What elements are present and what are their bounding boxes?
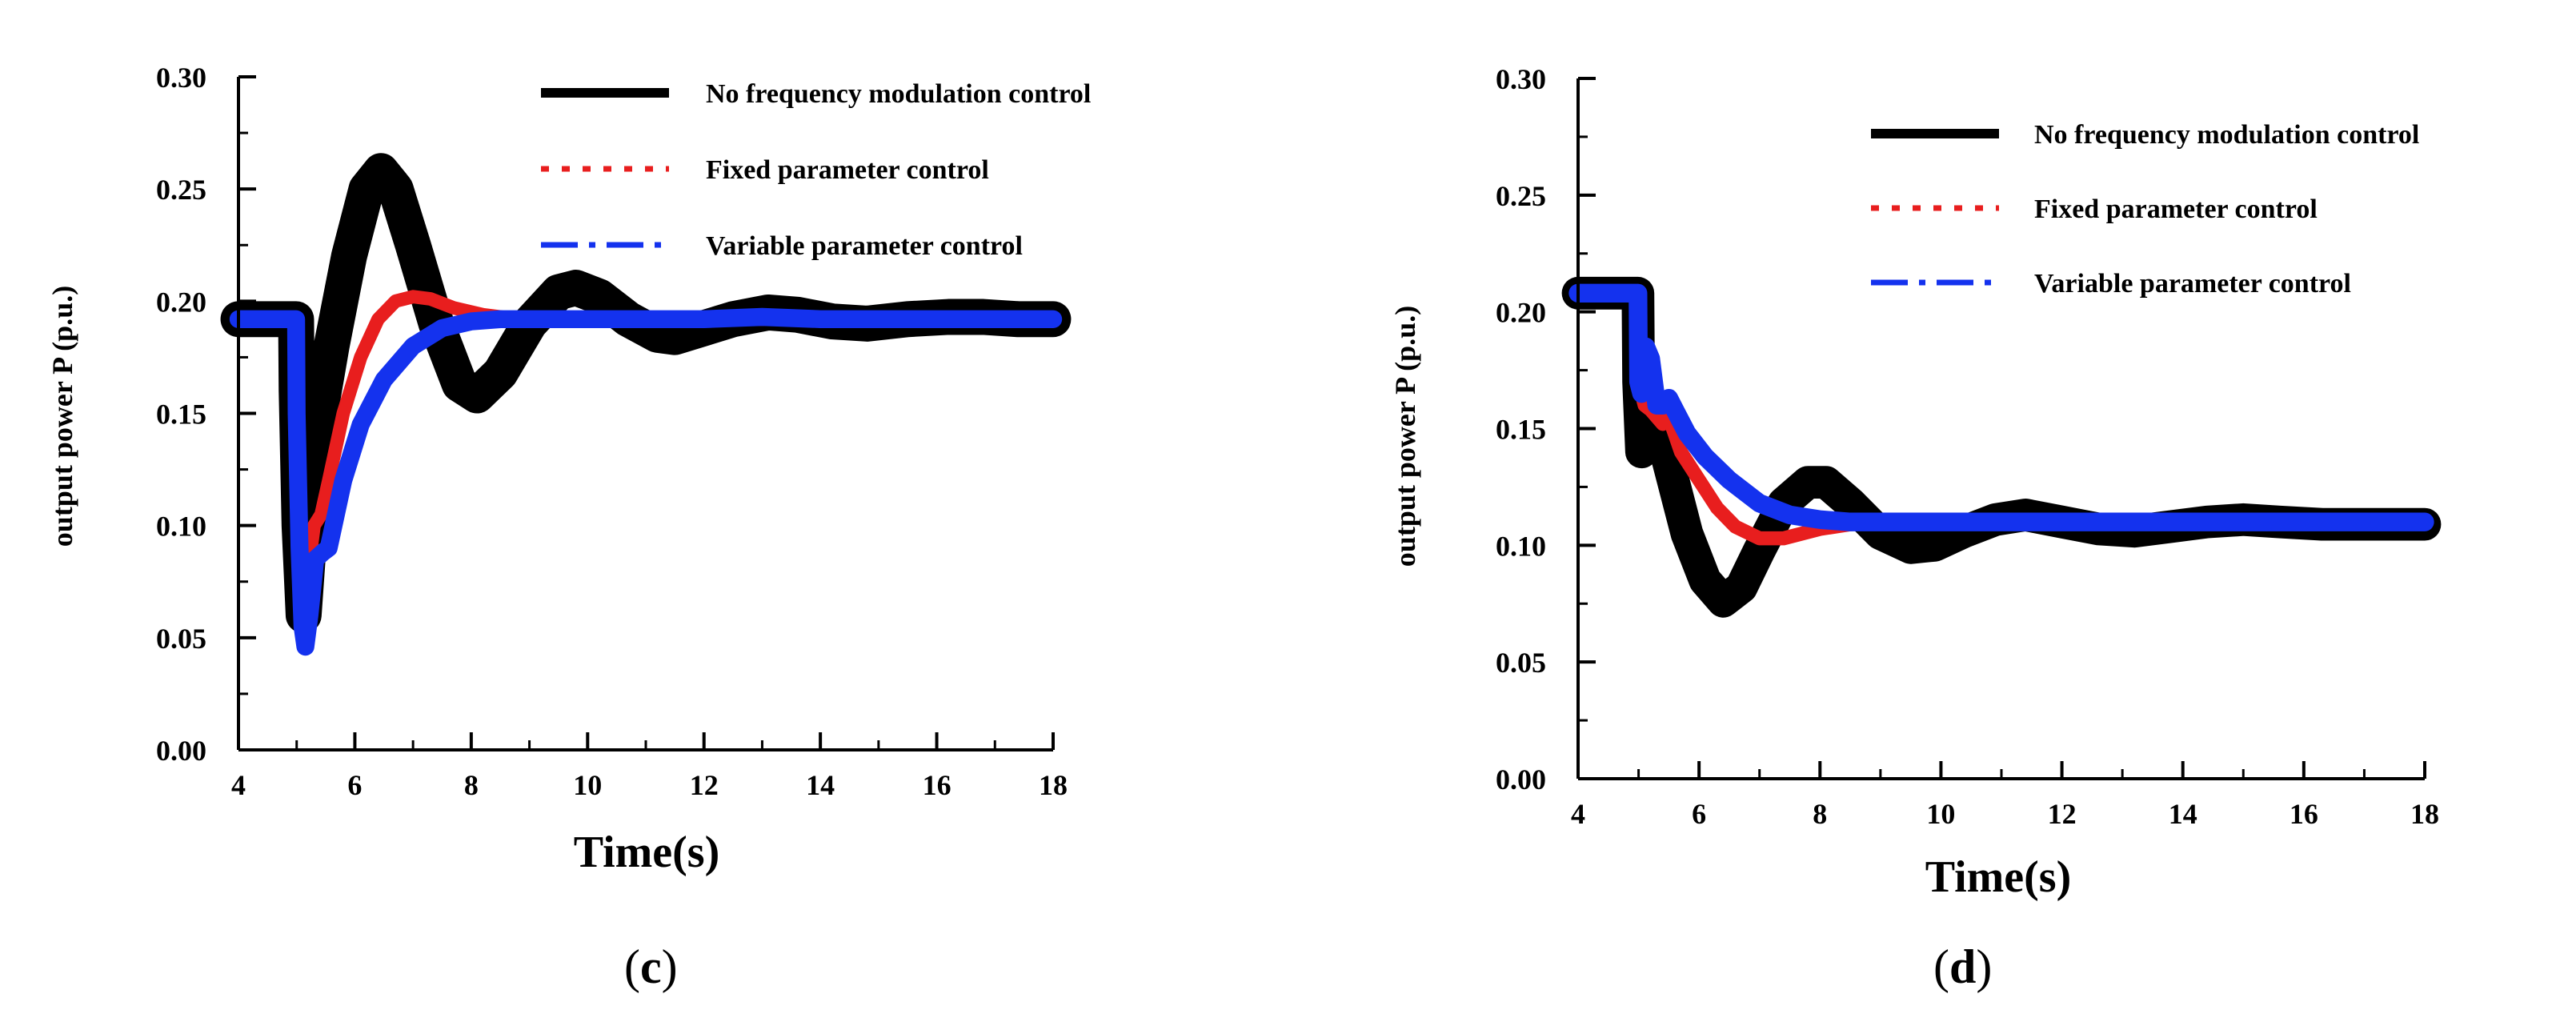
panel-d: 4 6 8 10 12 14 16 18 0.000.050.100.150.200.250.…: [1389, 63, 2442, 993]
series-variable-parameter-control: [229, 307, 1063, 656]
x-tick-label: 6: [1692, 798, 1706, 830]
x-axis-label-c: Time(s): [574, 828, 720, 877]
y-tick-label: 0.20: [1496, 297, 1546, 329]
y-tick-label: 0.30: [156, 62, 206, 94]
y-tick-label: 0.05: [156, 623, 206, 655]
x-tick-label: 4: [1571, 798, 1585, 830]
y-tick-label: 0.00: [1496, 763, 1546, 796]
x-tick-label: 14: [2169, 798, 2197, 830]
x-tick-labels-c: 4 6 8 10 12 14 16 18: [231, 769, 1068, 801]
legend-label: Variable parameter control: [706, 231, 1023, 261]
y-tick-label: 0.30: [1496, 63, 1546, 95]
x-tick-label: 8: [1813, 798, 1827, 830]
y-tick-label: 0.15: [1496, 414, 1546, 446]
legend-d: No frequency modulation control Fixed par…: [1871, 120, 2419, 299]
caption-c: (c): [624, 940, 678, 993]
x-tick-label: 12: [690, 769, 719, 801]
series-variable-parameter-control: [1568, 283, 2434, 531]
x-tick-label: 4: [231, 769, 246, 801]
series-fixed-parameter-control: [1571, 286, 2432, 546]
legend-label: No frequency modulation control: [2034, 120, 2419, 150]
legend-label: Fixed parameter control: [706, 155, 989, 185]
y-tick-label: 0.10: [1496, 530, 1546, 562]
legend-label: Variable parameter control: [2034, 269, 2351, 299]
series-layer-c: [220, 153, 1072, 656]
x-tick-label: 14: [806, 769, 835, 801]
y-tick-labels-d: 0.00 0.05 0.10 0.15 0.20 0.25 0.30: [1496, 63, 1546, 796]
x-tick-label: 10: [1926, 798, 1955, 830]
panel-c: 4 6 8 10 12 14 16 18 0.000.050.100.150.200.250.…: [46, 62, 1091, 993]
legend-label: No frequency modulation control: [706, 79, 1091, 109]
y-tick-label: 0.15: [156, 399, 206, 431]
x-tick-label: 12: [2048, 798, 2077, 830]
x-tick-label: 10: [573, 769, 602, 801]
y-tick-label: 0.25: [156, 174, 206, 206]
x-tick-label: 6: [347, 769, 362, 801]
x-tick-label: 16: [923, 769, 951, 801]
y-tick-label: 0.05: [1496, 647, 1546, 679]
series-layer-d: [1561, 276, 2442, 618]
y-tick-labels-c: 0.00 0.05 0.10 0.15 0.20 0.25 0.30: [156, 62, 206, 767]
y-tick-label: 0.00: [156, 735, 206, 767]
axes-d: [1576, 77, 2426, 780]
y-axis-label-c: output power P (p.u.): [46, 286, 78, 547]
legend-c: No frequency modulation control Fixed par…: [541, 79, 1091, 261]
x-tick-label: 16: [2290, 798, 2318, 830]
x-tick-labels-d: 4 6 8 10 12 14 16 18: [1571, 798, 2439, 830]
y-axis-label-d: output power P (p.u.): [1389, 306, 1421, 567]
axes-c: [237, 75, 1055, 751]
y-tick-label: 0.25: [1496, 180, 1546, 212]
y-tick-label: 0.20: [156, 286, 206, 318]
x-axis-label-d: Time(s): [1925, 852, 2072, 902]
x-tick-label: 18: [1039, 769, 1068, 801]
y-tick-label: 0.10: [156, 511, 206, 543]
x-tick-label: 18: [2410, 798, 2439, 830]
caption-d: (d): [1933, 940, 1992, 993]
x-tick-label: 8: [464, 769, 479, 801]
legend-label: Fixed parameter control: [2034, 194, 2318, 224]
